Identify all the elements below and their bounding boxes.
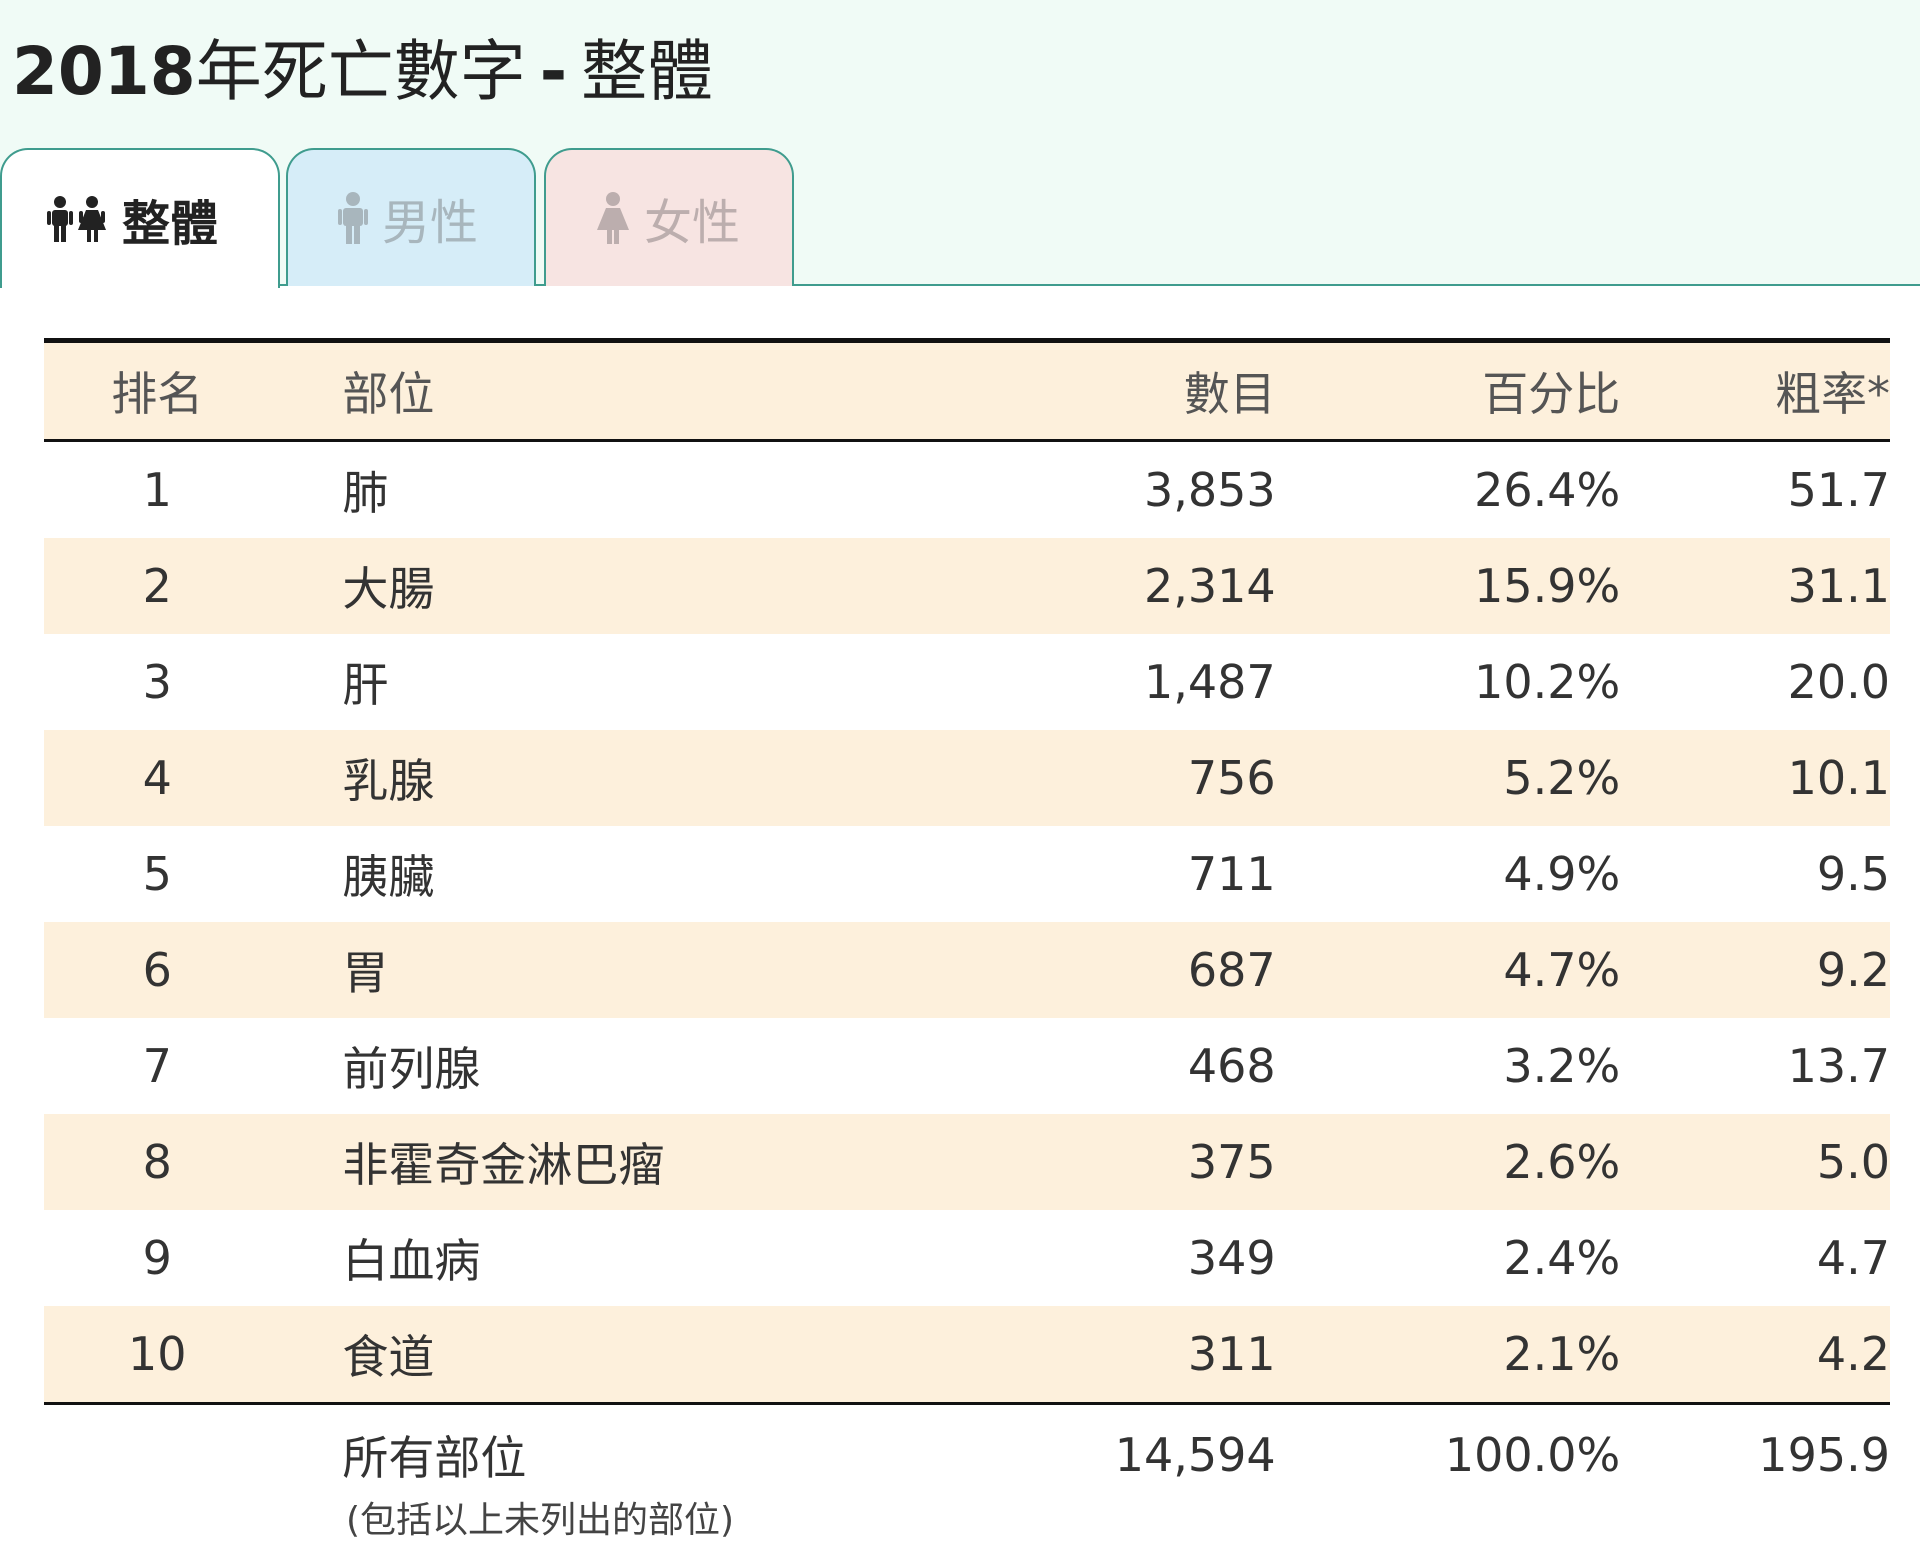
cell-crude-rate: 4.2 <box>1816 1327 1890 1381</box>
cell-site: 肝 <box>342 658 389 712</box>
table-row: 2 大腸 2,314 15.9% 31.1 <box>44 538 1890 634</box>
cell-count: 3,853 <box>1143 463 1276 517</box>
cell-site: 肺 <box>342 466 389 520</box>
cell-crude-rate: 20.0 <box>1787 655 1890 709</box>
cell-count: 2,314 <box>1143 559 1276 613</box>
cell-count: 311 <box>1187 1327 1276 1381</box>
cell-site: 胰臟 <box>342 850 435 904</box>
cell-rank: 9 <box>142 1231 172 1285</box>
title-scope: 整體 <box>581 33 714 110</box>
table-row: 5 胰臟 711 4.9% 9.5 <box>44 826 1890 922</box>
header-count: 數目 <box>1183 367 1276 421</box>
cell-count: 375 <box>1187 1135 1276 1189</box>
cell-percentage: 3.2% <box>1503 1039 1621 1093</box>
deaths-table: 排名 部位 數目 百分比 粗率* 1 肺 3,853 26.4% 51.7 2 大腸 2,31… <box>44 338 1890 1543</box>
cell-rank: 5 <box>142 847 172 901</box>
cell-percentage: 26.4% <box>1474 463 1621 517</box>
cell-site: 乳腺 <box>342 754 435 808</box>
cell-crude-rate: 9.2 <box>1816 943 1890 997</box>
cell-rank: 6 <box>142 943 172 997</box>
tab-male[interactable]: 男性 <box>286 148 536 286</box>
title-text: 年死亡數字 <box>195 33 526 110</box>
table-row: 10 食道 311 2.1% 4.2 <box>44 1306 1890 1402</box>
title-dash: - <box>539 33 568 110</box>
table-body: 1 肺 3,853 26.4% 51.7 2 大腸 2,314 15.9% 31.1 3 肝 1,487… <box>44 442 1890 1402</box>
cell-percentage: 4.9% <box>1503 847 1621 901</box>
cell-count: 468 <box>1187 1039 1276 1093</box>
tabs-baseline <box>278 284 1920 286</box>
table-row: 8 非霍奇金淋巴瘤 375 2.6% 5.0 <box>44 1114 1890 1210</box>
cell-count: 711 <box>1187 847 1276 901</box>
cell-rank: 4 <box>142 751 172 805</box>
header-crude-rate: 粗率* <box>1775 367 1890 421</box>
table-top-rule <box>44 338 1890 343</box>
table-bottom-rule <box>44 1402 1890 1405</box>
male-icon <box>338 192 368 244</box>
header-percentage: 百分比 <box>1482 367 1621 421</box>
cell-rank: 2 <box>142 559 172 613</box>
tab-overall-label: 整體 <box>122 196 219 252</box>
cell-crude-rate: 9.5 <box>1816 847 1890 901</box>
cell-count: 1,487 <box>1143 655 1276 709</box>
total-percentage: 100.0% <box>1444 1428 1621 1482</box>
header-rank: 排名 <box>111 367 204 421</box>
cell-rank: 1 <box>142 463 172 517</box>
page-title: 2018年死亡數字 - 整體 <box>12 32 713 112</box>
cell-percentage: 15.9% <box>1474 559 1621 613</box>
table-row: 9 白血病 349 2.4% 4.7 <box>44 1210 1890 1306</box>
cell-percentage: 5.2% <box>1503 751 1621 805</box>
cell-crude-rate: 4.7 <box>1816 1231 1890 1285</box>
cell-site: 食道 <box>342 1330 435 1384</box>
table-row: 1 肺 3,853 26.4% 51.7 <box>44 442 1890 538</box>
cell-site: 白血病 <box>342 1234 481 1288</box>
cell-site: 非霍奇金淋巴瘤 <box>342 1138 665 1192</box>
female-icon <box>596 192 630 244</box>
total-crude-rate: 195.9 <box>1758 1428 1890 1482</box>
cell-percentage: 4.7% <box>1503 943 1621 997</box>
cell-count: 756 <box>1187 751 1276 805</box>
cell-crude-rate: 5.0 <box>1816 1135 1890 1189</box>
tab-female[interactable]: 女性 <box>544 148 794 286</box>
cell-crude-rate: 13.7 <box>1787 1039 1890 1093</box>
cell-crude-rate: 10.1 <box>1787 751 1890 805</box>
cell-rank: 8 <box>142 1135 172 1189</box>
total-note: (包括以上未列出的部位) <box>346 1500 735 1541</box>
cell-percentage: 10.2% <box>1474 655 1621 709</box>
table-row: 3 肝 1,487 10.2% 20.0 <box>44 634 1890 730</box>
cell-site: 大腸 <box>342 562 435 616</box>
cell-percentage: 2.6% <box>1503 1135 1621 1189</box>
cell-percentage: 2.4% <box>1503 1231 1621 1285</box>
cell-count: 349 <box>1187 1231 1276 1285</box>
total-site: 所有部位 <box>342 1431 527 1485</box>
header-site: 部位 <box>342 367 435 421</box>
table-row: 6 胃 687 4.7% 9.2 <box>44 922 1890 1018</box>
total-count: 14,594 <box>1114 1428 1276 1482</box>
total-row: 所有部位 14,594 100.0% 195.9 <box>44 1405 1890 1505</box>
tab-female-label: 女性 <box>644 195 741 251</box>
table-row: 7 前列腺 468 3.2% 13.7 <box>44 1018 1890 1114</box>
cell-rank: 3 <box>142 655 172 709</box>
cell-rank: 7 <box>142 1039 172 1093</box>
table-row: 4 乳腺 756 5.2% 10.1 <box>44 730 1890 826</box>
cell-count: 687 <box>1187 943 1276 997</box>
couple-icon <box>46 196 108 242</box>
cell-percentage: 2.1% <box>1503 1327 1621 1381</box>
cell-site: 胃 <box>342 946 389 1000</box>
title-year: 2018 <box>12 33 196 110</box>
table-header-row: 排名 部位 數目 百分比 粗率* <box>44 343 1890 442</box>
cell-site: 前列腺 <box>342 1042 481 1096</box>
tab-male-label: 男性 <box>382 195 479 251</box>
cell-crude-rate: 31.1 <box>1787 559 1890 613</box>
cell-crude-rate: 51.7 <box>1787 463 1890 517</box>
cell-rank: 10 <box>127 1327 187 1381</box>
tab-overall[interactable]: 整體 <box>0 148 280 288</box>
